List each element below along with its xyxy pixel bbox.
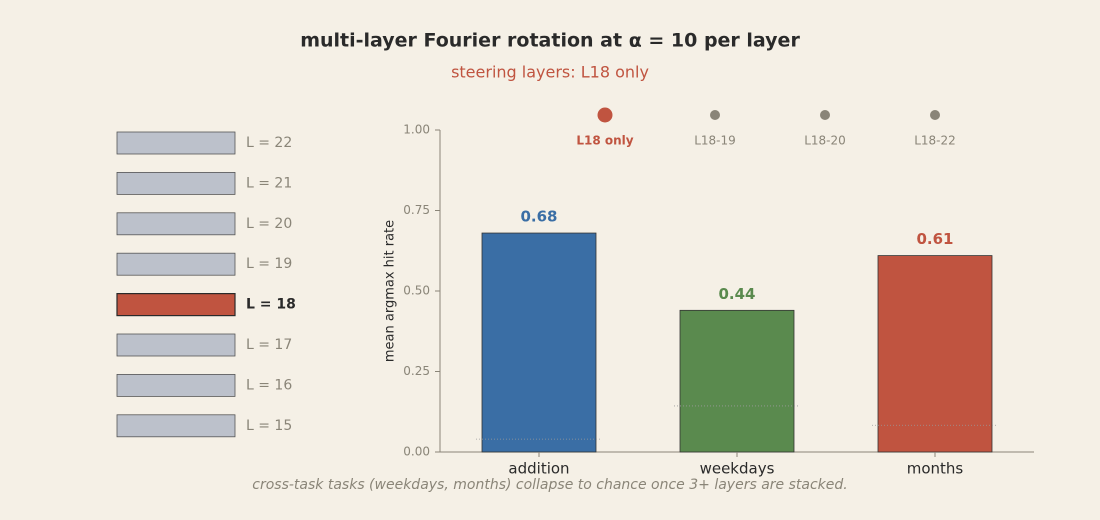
layer-label: L = 17 [246, 337, 292, 353]
layer-label: L = 15 [246, 418, 292, 434]
step-dot [820, 110, 830, 120]
layer-label: L = 16 [246, 377, 292, 393]
bar [877, 255, 993, 453]
layer-box [116, 373, 236, 397]
chart-title: multi-layer Fourier rotation at α = 10 p… [300, 30, 800, 52]
step-dot [597, 107, 613, 123]
chart-subtitle: steering layers: L18 only [451, 63, 649, 82]
y-tick-label: 1.00 [403, 123, 430, 137]
layer-box [116, 414, 236, 438]
step-dot [710, 110, 720, 120]
layer-label: L = 20 [246, 216, 292, 232]
footnote: cross-task tasks (weekdays, months) coll… [252, 477, 847, 493]
x-tick-label: months [907, 460, 964, 478]
layer-box [116, 131, 236, 155]
y-axis-label: mean argmax hit rate [383, 220, 398, 362]
value-label: 0.68 [520, 208, 557, 226]
step-label: L18 only [576, 134, 633, 148]
step-label: L18-19 [694, 134, 736, 148]
value-label: 0.61 [916, 230, 953, 248]
layer-label: L = 18 [246, 297, 296, 313]
x-tick-label: weekdays [700, 460, 775, 478]
y-tick-label: 0.25 [403, 364, 430, 378]
layer-box [116, 293, 236, 317]
layer-label: L = 22 [246, 135, 292, 151]
layer-label: L = 19 [246, 256, 292, 272]
step-label: L18-20 [804, 134, 846, 148]
layer-box [116, 212, 236, 236]
layer-box [116, 252, 236, 276]
y-tick-label: 0.75 [403, 203, 430, 217]
layer-box [116, 171, 236, 195]
value-label: 0.44 [718, 285, 755, 303]
bar [679, 309, 795, 453]
step-dot [930, 110, 940, 120]
layer-box [116, 333, 236, 357]
y-tick-label: 0.00 [403, 445, 430, 459]
step-label: L18-22 [914, 134, 956, 148]
y-tick-label: 0.50 [403, 284, 430, 298]
layer-label: L = 21 [246, 175, 292, 191]
x-tick-label: addition [508, 460, 569, 478]
bar [481, 232, 597, 453]
